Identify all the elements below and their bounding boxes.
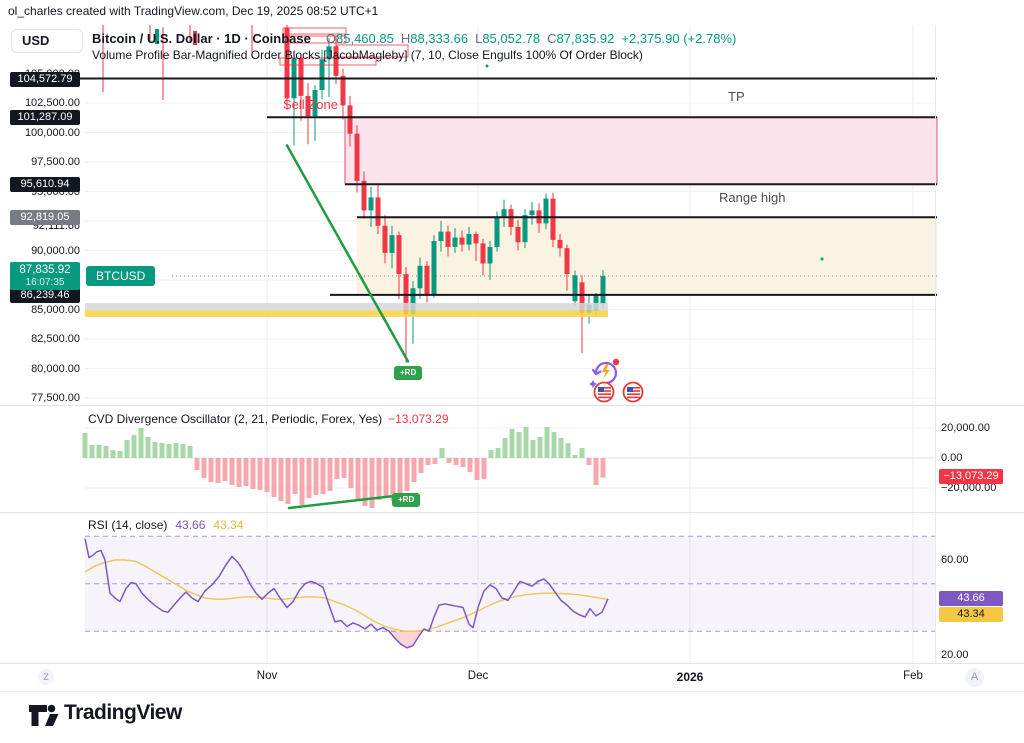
range-high-label[interactable]: Range high <box>719 190 786 205</box>
tradingview-logo-icon[interactable] <box>28 700 62 730</box>
price-axis-label[interactable]: 102,500.00 <box>24 97 80 109</box>
indicator-value-badge: −13,073.29 <box>939 469 1003 484</box>
regular-divergence-badge-price[interactable]: +RD <box>394 366 423 380</box>
cvd-legend[interactable]: CVD Divergence Oscillator (2, 21, Period… <box>88 412 449 426</box>
us-flag-icon[interactable] <box>622 381 644 403</box>
regular-divergence-badge-cvd[interactable]: +RD <box>392 493 421 507</box>
us-flag-icon[interactable] <box>593 381 615 403</box>
price-axis-label[interactable]: 85,000.00 <box>31 303 80 316</box>
time-axis-label[interactable]: Dec <box>467 670 489 682</box>
indicator-value-badge: 43.66 <box>939 591 1003 606</box>
price-level-badge: 95,610.94 <box>10 177 80 193</box>
countdown-timer: 16:07:35 <box>25 277 65 289</box>
rsi-title: RSI (14, close) <box>88 518 168 532</box>
price-axis-label[interactable]: 77,500.00 <box>31 392 80 404</box>
time-axis-border <box>0 663 1024 664</box>
price-level-badge: 101,287.09 <box>10 110 80 126</box>
ohlc-values: O85,460.85 H88,333.66 L85,052.78 C87,835.92… <box>319 31 736 46</box>
price-axis-label[interactable]: 90,000.00 <box>31 244 80 257</box>
rsi-ma-last-value: 43.34 <box>213 518 244 532</box>
cvd-title: CVD Divergence Oscillator (2, 21, Period… <box>88 412 383 426</box>
indicator-axis-label[interactable]: 60.00 <box>941 554 969 566</box>
tradingview-wordmark[interactable]: TradingView <box>64 701 182 724</box>
chart-attribution: ol_charles created with TradingView.com,… <box>8 4 379 18</box>
ohlc-key: C <box>547 31 557 46</box>
range-zone <box>357 217 937 295</box>
footer-border <box>0 691 1024 692</box>
timezone-chip[interactable]: Z <box>38 669 54 685</box>
change-value: +2,375.90 (+2.78%) <box>621 31 737 46</box>
cvd-last-value: −13,073.29 <box>388 412 449 426</box>
indicator-legend[interactable]: Volume Profile Bar-Magnified Order Block… <box>92 48 643 62</box>
ohlc-key: L <box>475 31 483 46</box>
sell-zone <box>344 116 938 185</box>
tp-label[interactable]: TP <box>728 89 745 104</box>
price-level-badge: 104,572.79 <box>10 71 80 87</box>
time-axis-label[interactable]: 2026 <box>676 670 704 684</box>
ohlc-key: H <box>400 31 411 46</box>
price-axis-label[interactable]: 100,000.00 <box>24 126 80 139</box>
time-axis-label[interactable]: Feb <box>903 670 923 682</box>
symbol-title[interactable]: Bitcoin / U.S. Dollar · 1D · Coinbase <box>92 31 311 46</box>
currency-toggle-button[interactable]: USD <box>11 29 83 53</box>
price-level-badge: 86,239.46 <box>10 287 80 303</box>
chart-canvas[interactable] <box>0 0 1024 663</box>
price-axis-label[interactable]: 82,500.00 <box>31 333 80 345</box>
time-axis-label[interactable]: Nov <box>256 670 278 682</box>
event-icons[interactable] <box>588 354 650 404</box>
indicator-axis-label[interactable]: 20.00 <box>941 649 969 661</box>
price-level-badge: 92,819.05 <box>10 210 80 226</box>
adjust-axis-chip[interactable]: A <box>965 668 984 687</box>
refresh-bolt-icon[interactable] <box>589 358 620 388</box>
last-price-badge: 87,835.92 16:07:35 <box>10 262 80 291</box>
ohlc-value: 88,333.66 <box>410 31 469 46</box>
indicator-axis-label[interactable]: 0.00 <box>941 452 963 464</box>
symbol-header: Bitcoin / U.S. Dollar · 1D · Coinbase O85… <box>92 31 736 46</box>
right-axis-border <box>935 25 936 663</box>
price-axis-label[interactable]: 97,500.00 <box>31 156 80 168</box>
indicator-axis-label[interactable]: 20,000.00 <box>941 422 990 434</box>
ohlc-value: 85,460.85 <box>336 31 394 46</box>
indicator-axis-label[interactable]: −20,000.00 <box>941 482 997 494</box>
ohlc-key: O <box>325 31 336 46</box>
price-axis-label[interactable]: 80,000.00 <box>31 362 80 375</box>
ohlc-value: 85,052.78 <box>482 31 541 46</box>
last-price: 87,835.92 <box>19 264 71 277</box>
sell-zone-label[interactable]: Sell Zone <box>283 97 338 112</box>
indicator-value-badge: 43.34 <box>939 607 1003 622</box>
pane-separator[interactable] <box>0 512 1024 513</box>
rsi-legend[interactable]: RSI (14, close) 43.66 43.34 <box>88 518 243 532</box>
rsi-last-value: 43.66 <box>175 518 206 532</box>
ohlc-value: 87,835.92 <box>556 31 615 46</box>
symbol-price-tag: BTCUSD <box>86 266 156 287</box>
pane-separator[interactable] <box>0 405 1024 406</box>
